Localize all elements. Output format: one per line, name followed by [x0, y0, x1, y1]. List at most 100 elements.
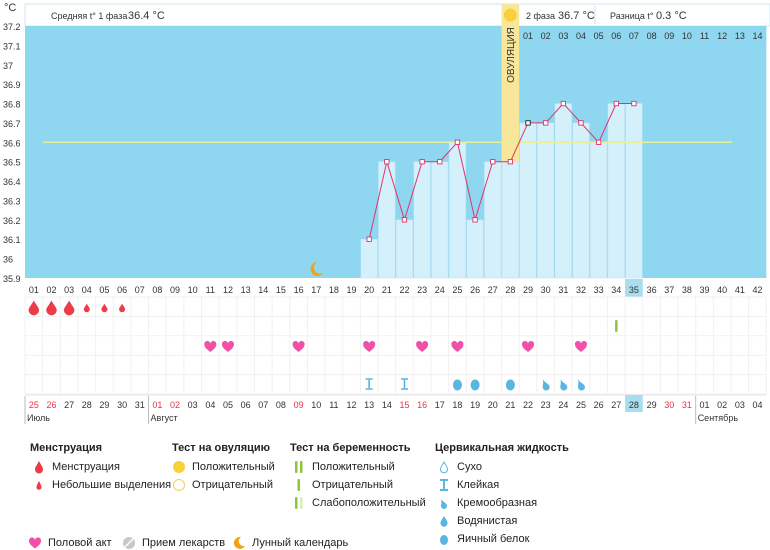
month-label: Август [151, 413, 178, 423]
x-tick-label: 07 [135, 285, 145, 295]
phase2-label: 2 фаза [526, 11, 555, 21]
temp-bar [431, 161, 449, 279]
calendar-date: 08 [276, 400, 286, 410]
calendar-date: 25 [576, 400, 586, 410]
x-axis: 01 02 03 04 05 06 07 08 09 10 11 12 13 14 15 16 17 18 19 20… [29, 279, 762, 297]
x-tick-label: 38 [682, 285, 692, 295]
legend-fl-eggwhite: Яичный белок [437, 532, 529, 546]
temp-bar [554, 103, 572, 279]
heart-icon [574, 340, 588, 352]
temp-bar [448, 142, 467, 279]
phase2-day-row: 01 02 03 04 05 06 07 08 09 10 11 12 13 14 [519, 26, 767, 44]
phase2-day-label: 10 [682, 31, 692, 41]
creamy-icon [560, 379, 568, 391]
calendar-date: 01 [152, 400, 162, 410]
y-tick-label: 36.9 [3, 80, 21, 90]
calendar-date: 19 [470, 400, 480, 410]
legend-pr-weak: Слабоположительный [292, 496, 426, 510]
double-bar-icon [295, 461, 303, 473]
eggwhite-icon [452, 379, 462, 391]
heart-icon [221, 340, 235, 352]
temp-bar [607, 103, 625, 279]
x-tick-label: 31 [558, 285, 568, 295]
heart-icon [521, 340, 535, 352]
faint-bar-icon [295, 497, 303, 509]
symptom-grid [24, 296, 767, 395]
heart-icon [451, 340, 464, 352]
legend-menstruation: Менструация [32, 460, 120, 474]
temp-point [525, 120, 531, 126]
y-tick-label: 36.1 [3, 235, 21, 245]
calendar-date: 10 [311, 400, 321, 410]
legend-pr-negative-label: Отрицательный [312, 479, 393, 491]
phase2-day-label: 02 [541, 31, 551, 41]
menstruation-drop-icon [63, 300, 75, 316]
spotting-drop-icon [83, 303, 90, 313]
x-tick-label: 32 [576, 285, 586, 295]
calendar-date: 16 [417, 400, 427, 410]
legend-pr-positive-label: Положительный [312, 461, 395, 473]
legend-intercourse: Половой акт [28, 536, 112, 550]
legend-fl-eggwhite-label: Яичный белок [457, 533, 530, 545]
x-tick-label: 37 [664, 285, 674, 295]
empty-circle-icon [173, 479, 185, 491]
calendar-date: 11 [329, 400, 338, 410]
calendar-date: 04 [752, 400, 762, 410]
temp-point [507, 159, 514, 165]
phase2-day-label: 05 [594, 31, 604, 41]
legend: Менструация Менструация Небольшие выделе… [0, 440, 770, 549]
plot-area: ОВУЛЯЦИЯ 01 02 03 04 05 06 07 08 09 10 11 12 13 14 [25, 4, 767, 279]
pregnancy-test-icon [615, 320, 618, 332]
x-tick-label: 12 [223, 285, 233, 295]
x-tick-label: 15 [276, 285, 286, 295]
moon-icon [233, 536, 245, 549]
sticky-icon [440, 479, 448, 491]
month-label: Сентябрь [698, 413, 739, 423]
y-tick-label: 36.5 [3, 158, 21, 168]
calendar-date: 31 [135, 400, 145, 410]
y-tick-label: 36.2 [3, 216, 21, 226]
calendar-date: 02 [717, 400, 727, 410]
legend-pregnancy-title: Тест на беременность [290, 442, 411, 454]
temp-bar [590, 142, 608, 279]
y-tick-label: 36.8 [3, 100, 21, 110]
legend-medication: Прием лекарств [122, 536, 225, 550]
eggwhite-icon [470, 379, 480, 391]
y-tick-label: 37.2 [3, 22, 21, 32]
legend-fl-creamy-label: Кремообразная [457, 497, 538, 509]
calendar-date: 04 [205, 400, 215, 410]
calendar-date: 23 [541, 400, 551, 410]
y-tick-label: 37.1 [3, 41, 21, 51]
calendar-date: 14 [382, 400, 392, 410]
phase2-day-label: 12 [717, 31, 727, 41]
temp-point [454, 139, 461, 145]
spotting-drop-icon [101, 303, 108, 313]
x-tick-label: 10 [188, 285, 198, 295]
x-tick-label: 18 [329, 285, 339, 295]
legend-fl-watery: Водянистая [437, 514, 517, 528]
watery-drop-icon [440, 516, 448, 527]
calendar-date: 13 [364, 400, 374, 410]
legend-ov-negative: Отрицательный [172, 478, 273, 492]
menstruation-drop-icon [28, 300, 40, 316]
calendar-date: 03 [735, 400, 745, 410]
phase1-label: Средняя t° 1 фаза [51, 11, 127, 21]
eggwhite-icon [440, 535, 448, 545]
x-tick-label: 04 [82, 285, 92, 295]
calendar-date: 29 [99, 400, 109, 410]
temp-bar [360, 238, 378, 279]
x-tick-label: 05 [99, 285, 109, 295]
ovulation-sun-icon [503, 8, 517, 22]
phase1-value: 36.4 °C [128, 10, 165, 22]
calendar-date: 20 [488, 400, 498, 410]
x-tick-label: 26 [470, 285, 480, 295]
symptom-symbols [28, 300, 618, 391]
legend-pr-positive: Положительный [292, 460, 395, 474]
ovulation-label: ОВУЛЯЦИЯ [506, 27, 517, 83]
calendar-date: 26 [594, 400, 604, 410]
legend-medication-label: Прием лекарств [142, 537, 226, 549]
legend-fl-watery-label: Водянистая [457, 515, 518, 527]
x-tick-label: 20 [364, 285, 374, 295]
phase2-day-label: 01 [523, 31, 533, 41]
calendar-date: 28 [629, 400, 639, 410]
